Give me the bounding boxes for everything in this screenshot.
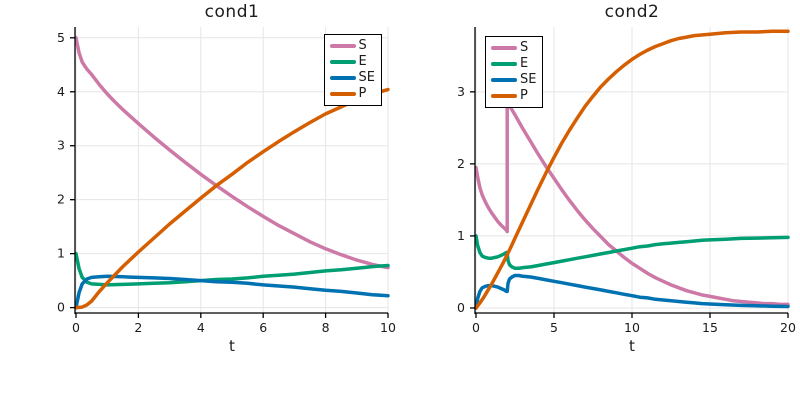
y-tick-label: 1	[57, 246, 65, 261]
x-axis-label: t	[629, 337, 635, 355]
legend-label: SE	[520, 72, 537, 87]
y-tick-label: 3	[57, 138, 65, 153]
series-line-P	[74, 87, 390, 310]
x-tick-label: 2	[134, 320, 142, 335]
x-tick-label: 15	[702, 320, 718, 335]
legend-swatch-icon	[491, 46, 517, 50]
legend: S E SE P	[485, 36, 544, 108]
series-line-S	[474, 100, 790, 307]
plot-canvas: 0 5 10 15 20 0 1 2 3	[457, 27, 796, 335]
x-tick-label: 10	[380, 320, 396, 335]
series-line-SE	[474, 273, 790, 310]
legend: S E SE P	[323, 34, 382, 106]
series-line-E	[474, 234, 790, 271]
legend-swatch-icon	[491, 62, 517, 66]
legend-item: S	[491, 40, 536, 56]
chart-title: cond2	[604, 2, 660, 22]
legend-label: S	[358, 38, 367, 53]
y-tick-label: 4	[57, 84, 65, 99]
x-tick-label: 20	[780, 320, 796, 335]
legend-item: E	[491, 56, 536, 72]
series-line-S	[74, 36, 390, 270]
legend-swatch-icon	[329, 92, 356, 96]
y-tick-label: 5	[57, 30, 65, 45]
legend-item: P	[329, 86, 375, 102]
x-tick-label: 6	[259, 320, 267, 335]
chart-cond2: cond2 0 5 10 15 20 0 1 2 3 t S E SE P	[400, 0, 800, 400]
legend-label: E	[358, 54, 367, 69]
series-line-P	[474, 29, 790, 310]
legend-label: P	[358, 86, 367, 101]
legend-swatch-icon	[329, 76, 356, 80]
legend-swatch-icon	[491, 94, 517, 98]
y-tick-label: 3	[457, 84, 465, 99]
x-axis-label: t	[229, 337, 235, 355]
legend-swatch-icon	[329, 60, 356, 64]
legend-swatch-icon	[491, 78, 517, 82]
x-tick-label: 10	[624, 320, 640, 335]
y-tick-label: 0	[457, 300, 465, 315]
chart-cond1: cond1 0 2 4 6 8 10 0 1 2 3 4 5 t S E SE P	[57, 2, 396, 355]
legend-label: S	[520, 40, 529, 55]
legend-label: E	[520, 56, 529, 71]
series-line-SE	[74, 274, 390, 310]
x-tick-label: 4	[197, 320, 205, 335]
y-tick-label: 2	[457, 156, 465, 171]
legend-item: P	[491, 88, 536, 104]
legend-item: S	[329, 38, 375, 54]
y-tick-label: 0	[57, 300, 65, 315]
y-tick-label: 2	[57, 192, 65, 207]
series-line-E	[74, 251, 390, 287]
legend-item: SE	[491, 72, 536, 88]
x-tick-label: 8	[322, 320, 330, 335]
chart-title: cond1	[204, 2, 260, 22]
x-tick-label: 5	[550, 320, 558, 335]
y-tick-label: 1	[457, 228, 465, 243]
legend-item: SE	[329, 70, 375, 86]
legend-label: P	[520, 88, 528, 103]
legend-swatch-icon	[329, 44, 356, 48]
legend-item: E	[329, 54, 375, 70]
legend-label: SE	[358, 70, 375, 85]
x-tick-label: 0	[472, 320, 480, 335]
x-tick-label: 0	[72, 320, 80, 335]
